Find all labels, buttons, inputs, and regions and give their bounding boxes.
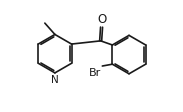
Text: N: N bbox=[51, 74, 59, 84]
Text: O: O bbox=[97, 13, 106, 26]
Text: Br: Br bbox=[89, 68, 101, 78]
